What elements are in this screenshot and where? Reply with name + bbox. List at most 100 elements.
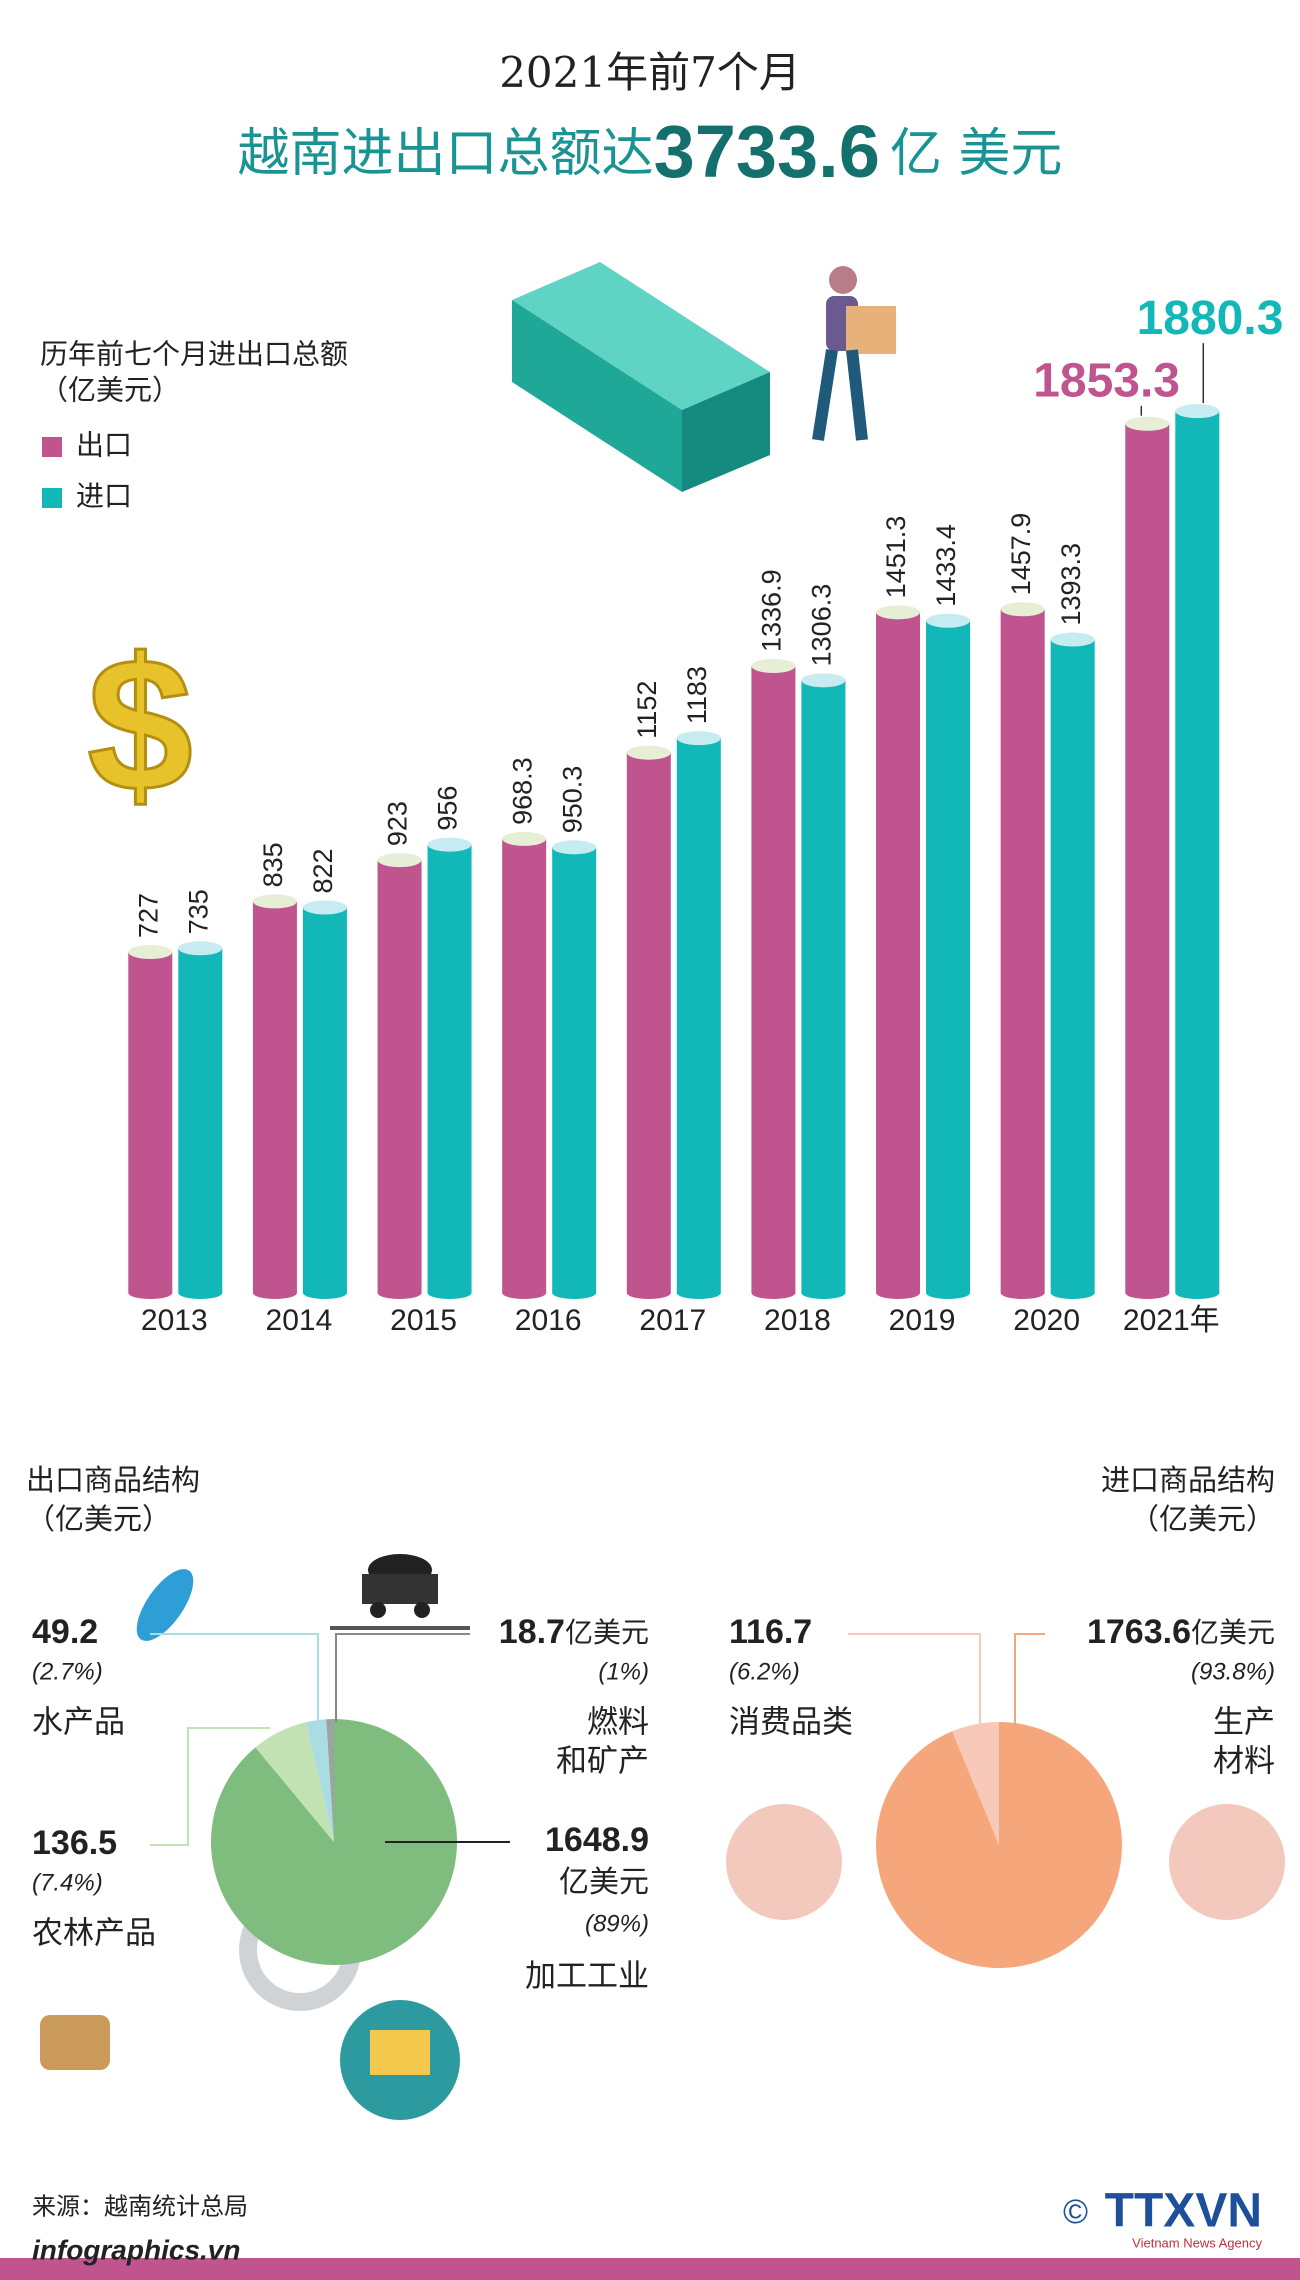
leader-line	[848, 1633, 981, 1730]
x-tick-label: 2014	[266, 1304, 333, 1337]
chart-subtitle: （亿美元）	[1130, 1502, 1275, 1536]
bar-cap	[1000, 602, 1045, 617]
bar-cap	[128, 945, 173, 960]
share-label: (89%)	[585, 1910, 649, 1937]
value: 18.7	[499, 1613, 565, 1651]
x-tick-label: 2019	[889, 1304, 956, 1337]
value-label: 1451.3	[881, 516, 911, 599]
value: 49.2	[32, 1613, 98, 1651]
value-label: 822	[308, 848, 338, 893]
coal-cart-icon	[330, 1554, 470, 1630]
value: 136.5	[32, 1824, 117, 1862]
container-icon	[512, 262, 770, 492]
value-label: 1853.3	[1033, 354, 1180, 407]
headline: 越南进出口总额达3733.6 亿 美元	[238, 110, 1063, 193]
x-tick-label: 2016	[515, 1304, 582, 1337]
bar	[128, 952, 173, 1293]
value-label: 950.3	[557, 766, 587, 834]
bar	[926, 620, 971, 1293]
value-label: 1648.9	[545, 1821, 649, 1859]
category-label: 材料	[1213, 1744, 1275, 1780]
chart-title: 出口商品结构	[26, 1463, 200, 1497]
bar-cap	[751, 658, 796, 673]
bar	[502, 838, 547, 1293]
value-label: 1183	[682, 666, 712, 724]
chart-subtitle: （亿美元）	[40, 374, 180, 407]
legend-swatch	[42, 437, 62, 457]
value-label: 136.5	[32, 1824, 117, 1862]
bar	[1125, 423, 1170, 1293]
title: 2021年前7个月	[499, 48, 801, 97]
share-label: (1%)	[598, 1658, 649, 1685]
category-label: 水产品	[32, 1705, 125, 1741]
bar	[302, 907, 347, 1293]
value-label: 49.2	[32, 1613, 98, 1651]
legend-swatch	[42, 488, 62, 508]
leader-line	[335, 1633, 470, 1722]
value-label: 1880.3	[1137, 292, 1284, 345]
value-label: 1152	[632, 681, 662, 739]
pie-slice	[305, 1719, 334, 1842]
bar-cap	[876, 605, 921, 620]
chart-subtitle: （亿美元）	[26, 1502, 171, 1536]
value-label: 1457.9	[1006, 513, 1036, 596]
value-label: 1336.9	[757, 569, 787, 652]
value-label: 735	[183, 889, 213, 934]
bar-cap	[427, 837, 472, 852]
category-label: 消费品类	[729, 1705, 853, 1741]
fish-icon	[136, 1569, 194, 1641]
value-label: 923	[383, 801, 413, 846]
bar-cap	[552, 840, 597, 855]
pie-slice	[211, 1719, 458, 1965]
wood-icon	[40, 2015, 110, 2070]
headline-total: 3733.6	[654, 110, 880, 193]
x-tick-label: 2015	[390, 1304, 457, 1337]
materials-icon	[1169, 1804, 1285, 1920]
category-label: 农林产品	[32, 1916, 156, 1952]
pie-slice	[952, 1722, 999, 1845]
value-label: 956	[433, 786, 463, 831]
bar	[626, 752, 671, 1293]
unit: 亿美元	[559, 1865, 649, 1900]
bar-cap	[676, 731, 721, 746]
x-tick-label: 2013	[141, 1304, 208, 1337]
bar	[427, 844, 472, 1293]
legend-label: 出口	[76, 429, 132, 462]
pie-slice	[255, 1722, 334, 1842]
category-label: 加工工业	[525, 1959, 649, 1995]
bar-cap	[377, 853, 422, 868]
bar	[1050, 639, 1095, 1293]
x-tick-label: 2020	[1013, 1304, 1080, 1337]
bar-cap	[178, 941, 223, 956]
dollar-icon: $	[87, 619, 193, 831]
cart-icon	[726, 1804, 842, 1920]
bar	[801, 680, 846, 1293]
value: 116.7	[729, 1613, 812, 1651]
headline-lead: 越南进出口总额达	[238, 124, 654, 184]
share-label: (93.8%)	[1191, 1658, 1275, 1685]
bar	[1000, 609, 1045, 1293]
bar	[876, 612, 921, 1293]
bar	[377, 860, 422, 1293]
bar-cap	[502, 831, 547, 846]
footer-bar	[0, 2258, 1300, 2280]
chart-title: 进口商品结构	[1101, 1463, 1275, 1497]
site: infographics.vn	[32, 2234, 240, 2265]
copyright: ©	[1063, 2193, 1088, 2231]
bar-cap	[1175, 404, 1220, 419]
bar	[751, 665, 796, 1293]
value-label: 968.3	[507, 757, 537, 825]
share-label: (6.2%)	[729, 1658, 800, 1685]
value-label: 1763.6亿美元	[1087, 1613, 1275, 1651]
value-label: 727	[133, 893, 163, 938]
category-label: 燃料	[587, 1705, 649, 1741]
unit: 亿美元	[565, 1616, 649, 1649]
bar-cap	[801, 673, 846, 688]
bar-cap	[1125, 416, 1170, 431]
leader-line	[150, 1633, 319, 1740]
value-label: 835	[258, 842, 288, 887]
value-label: 1393.3	[1056, 543, 1086, 626]
x-tick-label: 2018	[764, 1304, 831, 1337]
legend-label: 进口	[76, 480, 132, 513]
